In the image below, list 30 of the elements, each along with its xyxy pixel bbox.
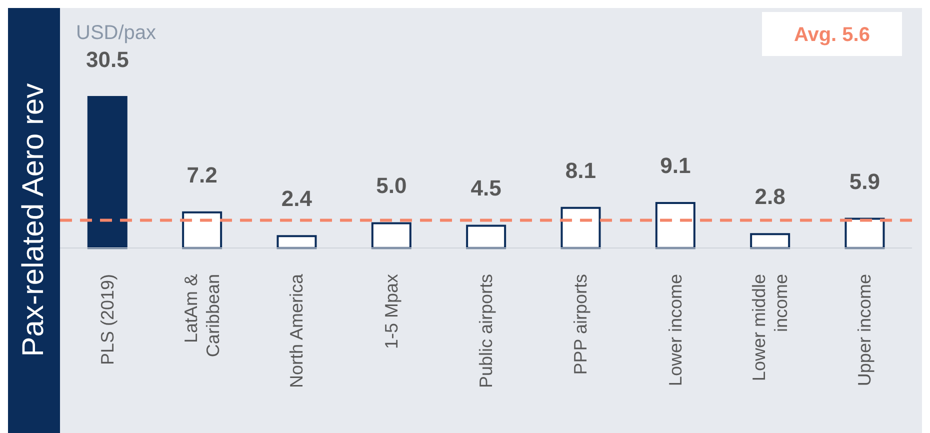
data-label: 2.8 <box>754 184 786 210</box>
bar <box>844 218 885 249</box>
data-label: 5.9 <box>849 168 880 194</box>
text: Pax-related Aero rev <box>17 83 51 357</box>
x-tick-label: Lower income <box>665 274 686 386</box>
bar <box>276 235 317 249</box>
x-tick-label: PLS (2019) <box>97 274 118 366</box>
x-tick-label: Public airports <box>476 274 496 388</box>
y-axis-title: USD/pax <box>76 22 156 45</box>
x-tick-label: PPP airports <box>570 274 591 375</box>
data-label: 7.2 <box>186 162 218 188</box>
bar <box>750 233 790 249</box>
x-tick-label: North America <box>286 273 307 388</box>
x-tick-label: LatAm & Caribbean <box>181 274 223 358</box>
bar <box>371 222 412 249</box>
data-label: 30.5 <box>86 47 129 72</box>
bar <box>87 96 128 249</box>
bar <box>655 202 696 249</box>
ref-line-label: Avg. 5.6 <box>794 24 870 46</box>
data-label: 8.1 <box>565 158 596 183</box>
x-tick-label: 1-5 Mpax <box>381 274 402 350</box>
data-label: 5.0 <box>376 173 407 198</box>
data-label: 4.5 <box>470 176 502 201</box>
bar <box>560 206 601 249</box>
x-tick-label: Upper income <box>854 274 875 386</box>
bar <box>466 224 506 249</box>
bar <box>182 211 222 249</box>
data-label: 9.1 <box>660 152 691 178</box>
x-tick-label: Lower middle income <box>749 274 791 382</box>
data-label: 2.4 <box>281 186 313 212</box>
